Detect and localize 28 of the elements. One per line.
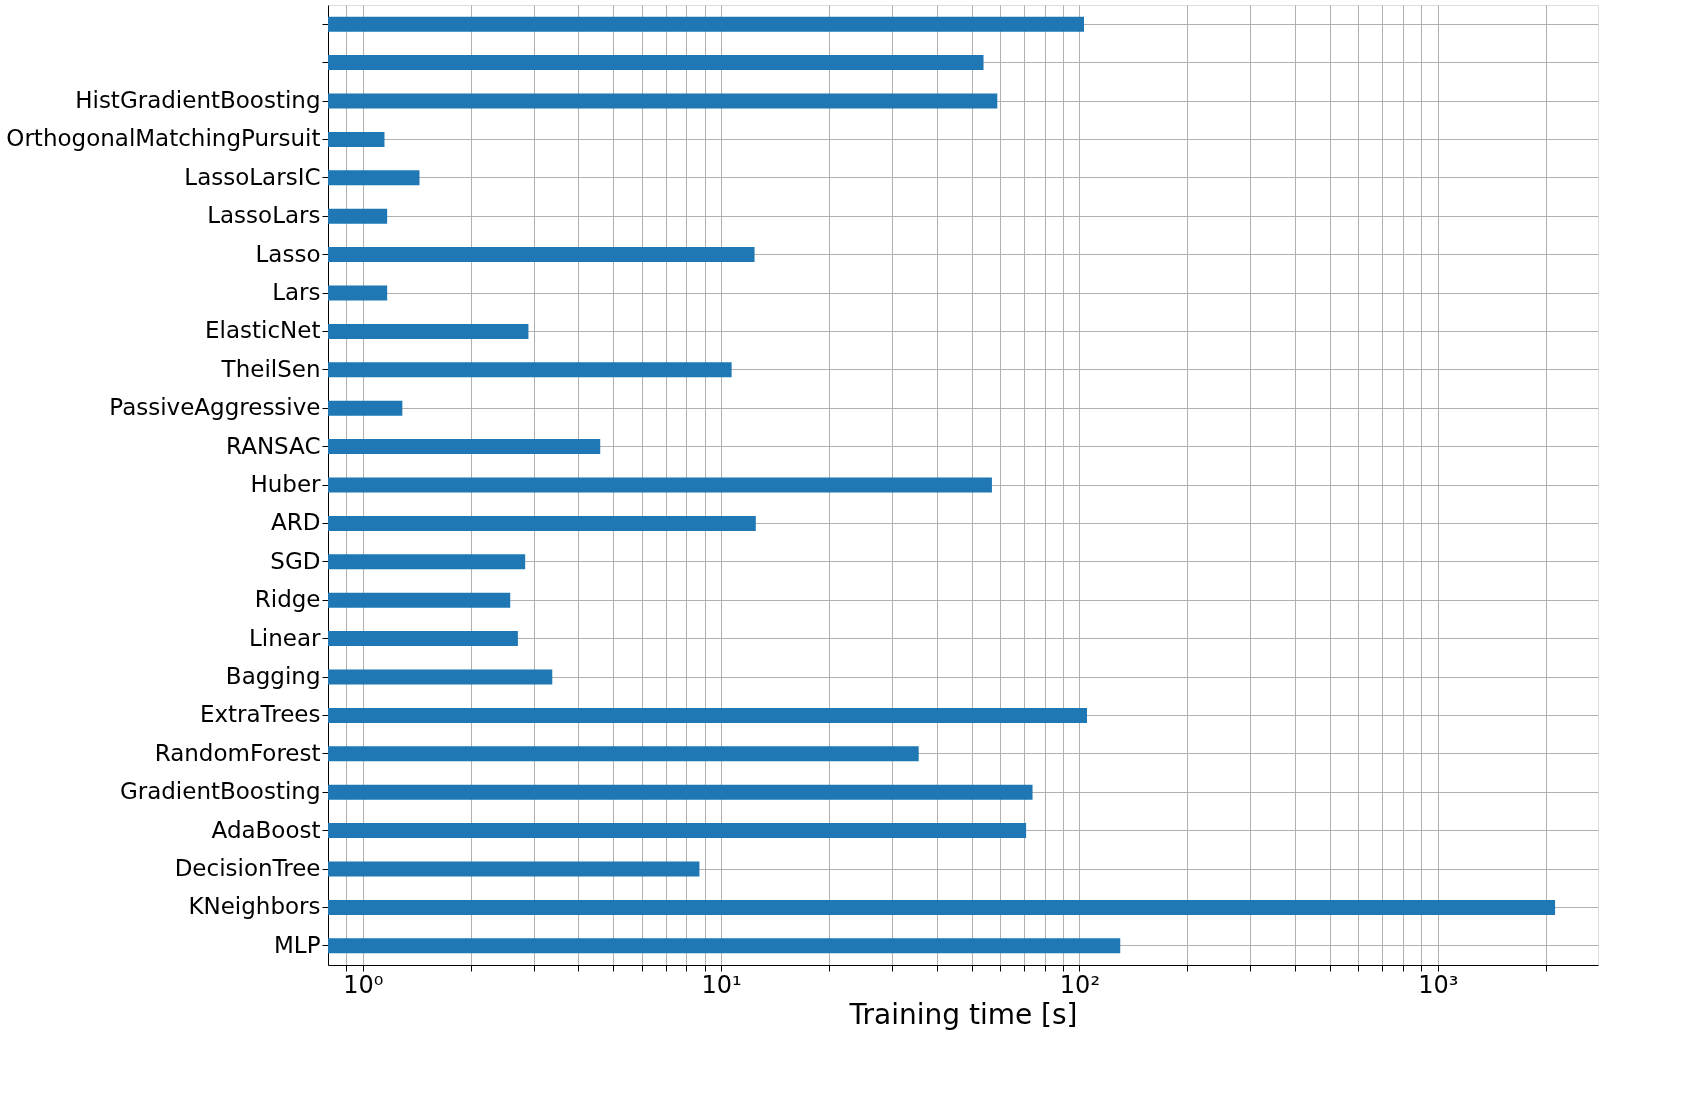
y-tick-label: KNeighbors — [188, 893, 321, 920]
y-tick-label: RandomForest — [154, 739, 321, 766]
x-tick-label: 10³ — [1418, 970, 1459, 999]
y-tick-label: Huber — [250, 471, 322, 497]
y-tick-label: Linear — [249, 624, 322, 651]
y-tick-label: SGD — [270, 547, 321, 574]
y-tick-label: Bagging — [225, 663, 321, 689]
y-tick-label: RANSAC — [226, 432, 321, 459]
y-tick-label: HistGradientBoosting — [75, 87, 321, 113]
y-tick-label: Lars — [272, 279, 321, 305]
y-tick-label: Ridge — [254, 586, 321, 613]
y-tick-label: ElasticNet — [205, 317, 321, 344]
y-tick-label: LassoLars — [207, 202, 321, 229]
x-tick-label: 10² — [1059, 970, 1100, 999]
y-tick-label: DecisionTree — [174, 855, 321, 881]
y-tick-label: TheilSen — [220, 355, 321, 382]
y-tick-label: Lasso — [255, 240, 321, 267]
y-tick-label: MLP — [273, 931, 321, 958]
x-tick-label: 10⁰ — [343, 970, 384, 999]
y-tick-label: GradientBoosting — [119, 778, 321, 805]
y-tick-label: OrthogonalMatchingPursuit — [6, 125, 321, 152]
y-tick-label: ARD — [271, 509, 321, 536]
y-tick-label: PassiveAggressive — [109, 394, 321, 421]
y-tick-label: AdaBoost — [211, 816, 321, 843]
x-tick-label: 10¹ — [701, 970, 742, 999]
y-tick-label: LassoLarsIC — [184, 163, 321, 190]
y-tick-label: ExtraTrees — [199, 701, 321, 728]
x-axis-title: Training time [s] — [848, 997, 1078, 1031]
